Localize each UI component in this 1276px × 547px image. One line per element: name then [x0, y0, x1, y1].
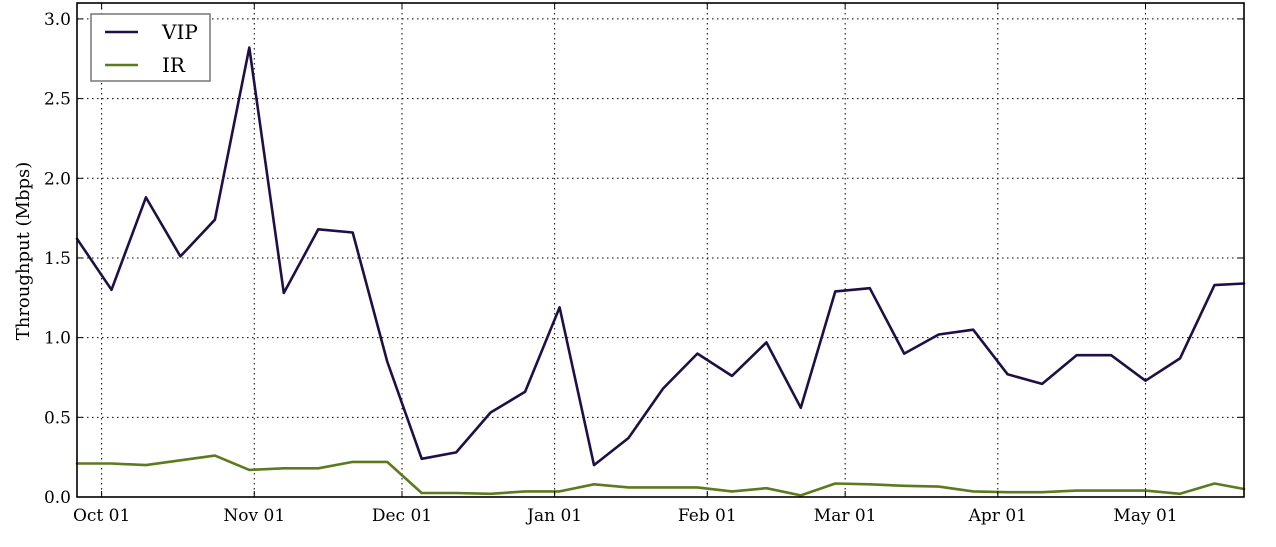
series-line-vip	[75, 46, 1246, 467]
x-tick-label: Dec 01	[372, 506, 432, 526]
y-tick-label: 2.0	[44, 169, 71, 189]
legend-label-ir: IR	[162, 53, 186, 77]
x-tick-label: Jan 01	[525, 506, 582, 526]
x-tick-label: Nov 01	[223, 506, 285, 526]
y-axis-label: Throughput (Mbps)	[13, 162, 34, 341]
legend-box	[90, 13, 211, 82]
y-tick-label: 0.0	[44, 488, 71, 508]
series-line-ir	[75, 454, 1246, 497]
y-tick-label: 2.5	[44, 90, 71, 110]
grid	[77, 3, 1244, 498]
y-tick-label: 1.0	[44, 329, 71, 349]
x-tick-label: Apr 01	[968, 506, 1027, 526]
legend: VIP IR	[90, 13, 211, 82]
series-lines	[75, 46, 1246, 497]
x-tick-label: Feb 01	[678, 506, 737, 526]
y-tick-label: 3.0	[44, 10, 71, 30]
x-tick-label: Mar 01	[814, 506, 877, 526]
x-tick-label: Oct 01	[73, 506, 130, 526]
x-tick-label: May 01	[1113, 506, 1177, 526]
plot-frame	[76, 2, 1245, 498]
y-tick-label: 0.5	[44, 408, 71, 428]
y-tick-label: 1.5	[44, 249, 71, 269]
axes: 0.0 0.5 1.0 1.5 2.0 2.5 3.0 Oct 01 Nov 01 Dec 01 J…	[44, 2, 1245, 526]
legend-label-vip: VIP	[161, 20, 198, 44]
